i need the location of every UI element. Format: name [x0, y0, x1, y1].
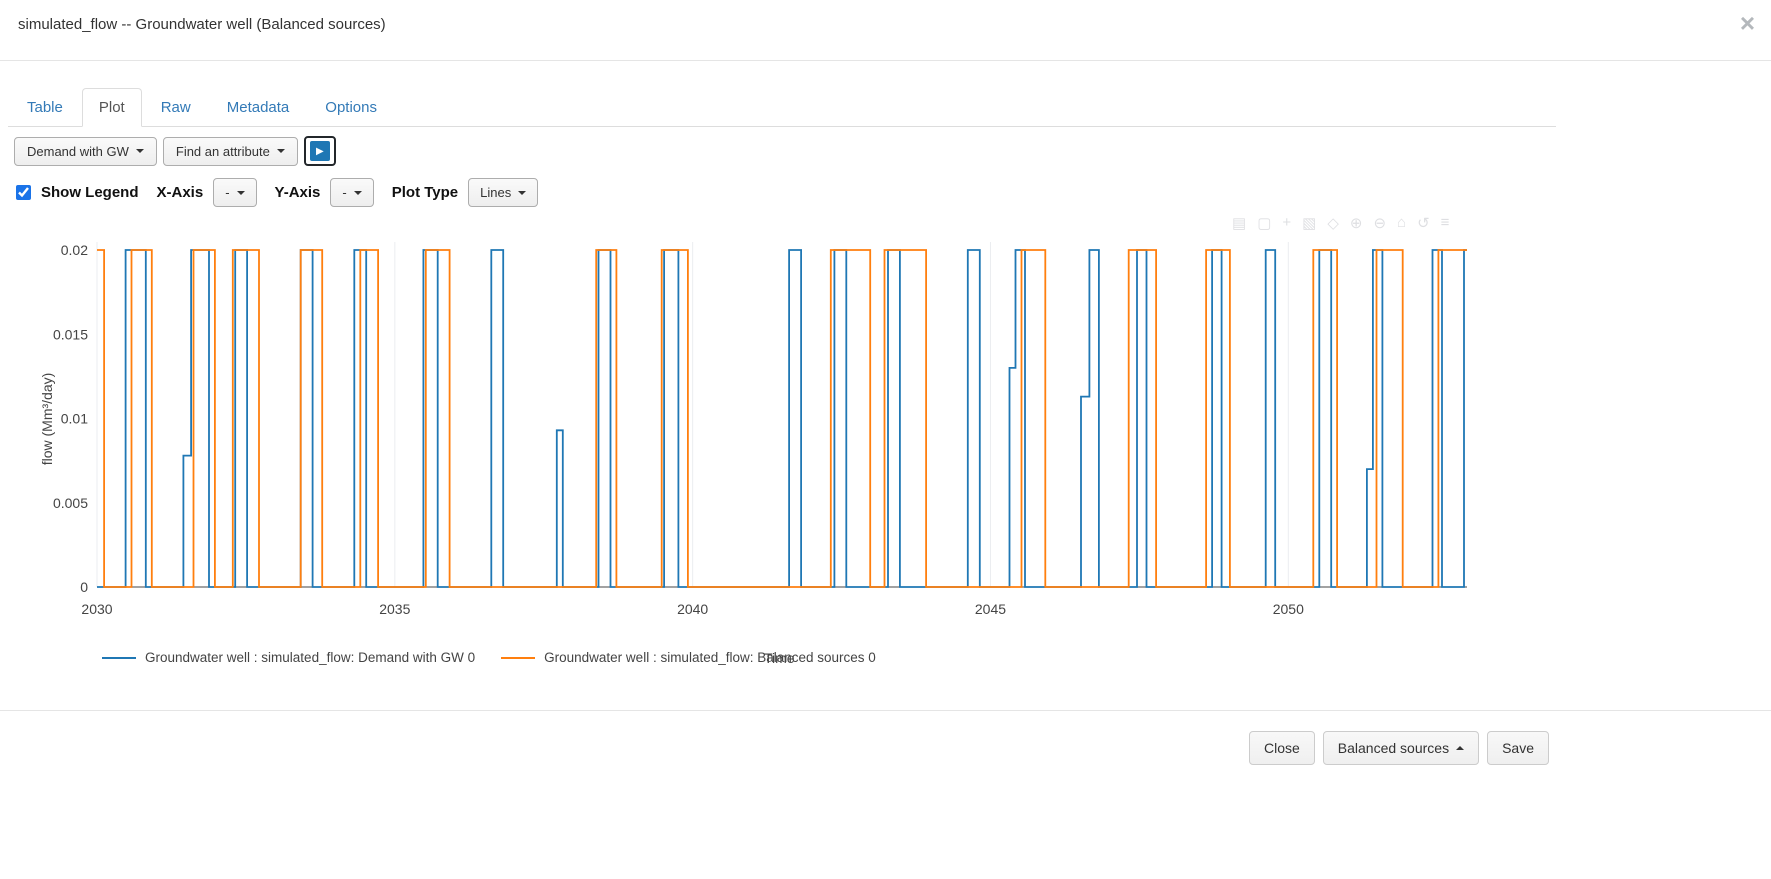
x-tick-label: 2050 — [1273, 601, 1304, 617]
y-tick-label: 0.015 — [53, 326, 88, 342]
modal-footer: Close Balanced sources Save — [1248, 731, 1549, 765]
plot-area[interactable]: 2030 2035 2040 2045 2050 0 0.005 0.01 0.015 0.02 f… — [0, 224, 1560, 624]
y-tick-label: 0.01 — [61, 411, 88, 427]
legend-item-demand-with-gw[interactable]: Groundwater well : simulated_flow: Deman… — [102, 650, 475, 665]
tab-options[interactable]: Options — [325, 99, 377, 116]
y-axis-select[interactable]: - — [330, 178, 374, 207]
plot-legend: Groundwater well : simulated_flow: Deman… — [102, 650, 876, 665]
play-icon: ▶ — [309, 141, 330, 161]
chevron-down-icon — [518, 190, 527, 195]
hover-mode-icon[interactable]: ≡ — [1440, 214, 1450, 231]
tab-plot[interactable]: Plot — [81, 88, 142, 127]
run-plot-button[interactable]: ▶ — [303, 136, 336, 166]
series-line-1 — [97, 249, 1467, 588]
attribute-select[interactable]: Find an attribute — [162, 136, 298, 166]
scenario-dropup-label: Balanced sources — [1337, 740, 1450, 756]
chevron-down-icon — [353, 190, 362, 195]
x-tick-label: 2045 — [975, 601, 1006, 617]
tab-metadata[interactable]: Metadata — [226, 99, 290, 116]
footer-divider — [0, 710, 1771, 711]
scenario-select[interactable]: Demand with GW — [14, 136, 157, 166]
save-button[interactable]: Save — [1487, 731, 1549, 765]
y-axis-value: - — [342, 185, 347, 200]
tab-bar: Table Plot Raw Metadata Options — [8, 88, 1556, 127]
y-axis-label: Y-Axis — [274, 184, 321, 201]
y-axis-title: flow (Mm³/day) — [39, 373, 55, 466]
legend-item-balanced-sources[interactable]: Groundwater well : simulated_flow: Balan… — [501, 650, 876, 665]
x-axis-value: - — [225, 185, 230, 200]
chevron-down-icon — [236, 190, 245, 195]
plotly-modebar: ▤ ▢ + ▧ ◇ ⊕ ⊖ ⌂ ↺ ≡ — [1232, 214, 1449, 232]
tab-raw[interactable]: Raw — [160, 99, 191, 116]
x-tick-label: 2035 — [379, 601, 410, 617]
zoom-icon[interactable]: ▢ — [1257, 215, 1272, 232]
close-button[interactable]: Close — [1248, 731, 1315, 765]
series-line-0 — [97, 249, 1467, 588]
x-axis-label: X-Axis — [156, 184, 204, 201]
chevron-down-icon — [135, 149, 144, 153]
x-axis-title: Time — [764, 650, 795, 666]
show-legend-label[interactable]: Show Legend — [41, 184, 139, 201]
header-divider — [0, 60, 1771, 61]
x-tick-label: 2030 — [81, 601, 112, 617]
x-axis-select[interactable]: - — [213, 178, 257, 207]
legend-line-swatch — [501, 656, 536, 659]
y-tick-label: 0.005 — [53, 495, 88, 511]
attribute-select-label: Find an attribute — [175, 143, 270, 159]
legend-line-swatch — [102, 656, 136, 659]
zoom-out-icon[interactable]: ⊖ — [1373, 215, 1387, 232]
tab-table[interactable]: Table — [27, 99, 63, 116]
scenario-dropup-button[interactable]: Balanced sources — [1322, 731, 1480, 765]
plot-type-label: Plot Type — [391, 184, 459, 201]
zoom-in-icon[interactable]: ⊕ — [1349, 215, 1363, 232]
camera-icon[interactable]: ▤ — [1232, 215, 1247, 232]
close-icon[interactable]: × — [1739, 8, 1755, 38]
chevron-down-icon — [276, 149, 285, 153]
autoscale-icon[interactable]: ⌂ — [1397, 214, 1407, 231]
plot-toolbar: Demand with GW Find an attribute ▶ — [14, 136, 336, 166]
pan-icon[interactable]: + — [1282, 214, 1292, 231]
show-legend-checkbox[interactable] — [16, 185, 31, 200]
plot-canvas[interactable]: 2030 2035 2040 2045 2050 0 0.005 0.01 0.015 0.02 f… — [0, 224, 1560, 624]
close-button-label: Close — [1263, 740, 1300, 756]
y-tick-label: 0.02 — [61, 242, 88, 258]
plot-type-value: Lines — [480, 185, 512, 200]
modal-title: simulated_flow -- Groundwater well (Bala… — [18, 16, 386, 33]
y-tick-label: 0 — [80, 579, 88, 595]
legend-label: Groundwater well : simulated_flow: Balan… — [544, 650, 876, 665]
plot-type-select[interactable]: Lines — [468, 178, 539, 207]
box-select-icon[interactable]: ▧ — [1302, 215, 1317, 232]
reset-axes-icon[interactable]: ↺ — [1417, 215, 1430, 232]
x-tick-label: 2040 — [677, 601, 708, 617]
plot-controls: Show Legend X-Axis - Y-Axis - Plot Type … — [16, 178, 539, 207]
legend-label: Groundwater well : simulated_flow: Deman… — [145, 650, 476, 665]
scenario-select-label: Demand with GW — [27, 143, 129, 159]
lasso-select-icon[interactable]: ◇ — [1327, 215, 1339, 232]
save-button-label: Save — [1502, 740, 1534, 756]
chevron-up-icon — [1456, 746, 1465, 750]
